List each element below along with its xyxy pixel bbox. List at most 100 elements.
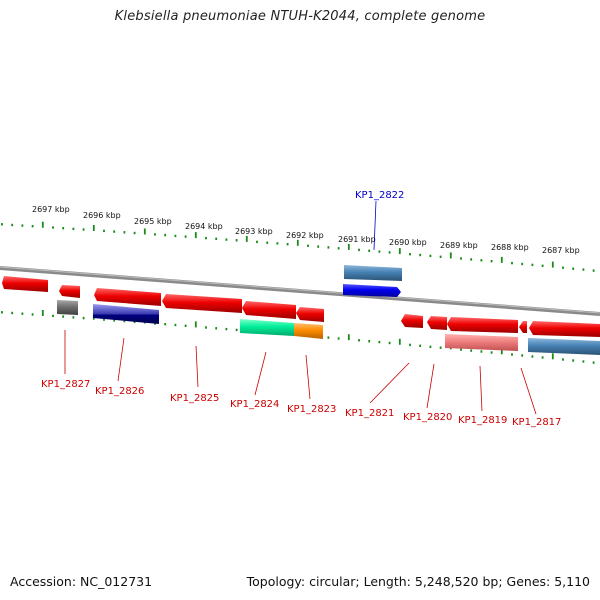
gene-feature[interactable] [2,276,48,292]
ruler-minor-tick [1,223,3,226]
ruler-major-tick [245,235,248,242]
gene-feature-steelblue[interactable] [344,265,402,281]
ruler-label: 2687 kbp [542,246,580,255]
ruler-minor-tick [409,343,411,347]
ruler-minor-tick [276,242,279,245]
gene-label-kp1-2826[interactable]: KP1_2826 [95,386,144,397]
ruler-minor-tick [521,354,524,357]
topology-label: Topology: circular; Length: 5,248,520 bp… [246,574,590,589]
ruler-minor-tick [439,346,442,349]
ruler-minor-tick [72,316,75,319]
ruler-minor-tick [470,349,473,352]
gene-label-kp1-2817[interactable]: KP1_2817 [512,417,561,428]
gene-label-kp1-2821[interactable]: KP1_2821 [345,408,394,419]
ruler-label: 2696 kbp [83,211,121,220]
ruler-minor-tick [11,223,14,227]
ruler-minor-tick [531,263,534,267]
gene-feature-kp1-2822[interactable] [343,284,401,297]
gene-label-kp1-2827[interactable]: KP1_2827 [41,379,90,390]
ruler-minor-tick [480,259,483,262]
ruler-minor-tick [378,250,381,253]
ruler-major-tick [500,256,503,263]
gene-label-kp1-2820[interactable]: KP1_2820 [403,412,452,423]
gene-feature[interactable] [242,301,296,319]
gene-feature[interactable] [427,316,447,330]
ruler-minor-tick [541,264,544,267]
leader-kp1-2823 [305,354,311,400]
ruler-minor-tick [133,320,136,324]
gene-feature-spring[interactable] [240,319,294,336]
ruler-minor-tick [460,257,462,260]
ruler-label: 2693 kbp [235,227,273,236]
genome-backbone [0,266,600,316]
gene-feature-steelblue-2[interactable] [528,338,600,355]
gene-feature[interactable] [296,307,324,322]
ruler-label: 2689 kbp [440,241,478,250]
ruler-minor-tick [31,313,34,316]
gene-label-kp1-2819[interactable]: KP1_2819 [458,415,507,426]
ruler-minor-tick [368,340,371,343]
leader-kp1-2826 [117,337,125,382]
gene-feature[interactable] [162,294,242,313]
gene-label-kp1-2825[interactable]: KP1_2825 [170,393,219,404]
ruler-label: 2688 kbp [491,243,529,252]
gene-feature-gray[interactable] [57,300,78,315]
ruler-minor-tick [419,253,422,257]
ruler-minor-tick [307,244,309,247]
ruler-minor-tick [419,344,422,347]
ruler-minor-tick [572,267,575,270]
leader-kp1-2817 [520,367,537,415]
ruler-minor-tick [562,358,564,361]
ruler-minor-tick [184,324,187,327]
ruler-minor-tick [572,359,575,362]
ruler-minor-tick [531,355,534,358]
ruler-minor-tick [541,356,544,359]
ruler-minor-tick [52,314,54,318]
gene-feature[interactable] [447,317,518,333]
gene-label-kp1-2823[interactable]: KP1_2823 [287,404,336,415]
ruler-top [1,221,595,272]
ruler-minor-tick [317,245,320,248]
ruler-minor-tick [460,348,462,351]
ruler-minor-tick [31,225,34,228]
ruler-minor-tick [82,228,85,231]
ruler-minor-tick [103,229,105,233]
gene-label-kp1-2822[interactable]: KP1_2822 [355,190,404,201]
ruler-minor-tick [266,241,269,244]
ruler-minor-tick [113,230,116,233]
ruler-minor-tick [52,226,54,229]
ruler-minor-tick [235,328,238,332]
genome-backbone-highlight [0,266,600,314]
ruler-label: 2690 kbp [389,238,427,247]
ruler-major-tick [551,261,554,268]
ruler-minor-tick [154,233,156,236]
gene-label-kp1-2824[interactable]: KP1_2824 [230,399,279,410]
gene-feature[interactable] [401,314,423,328]
leader-kp1-2822 [373,200,377,251]
gene-feature[interactable] [519,321,527,333]
ruler-minor-tick [164,233,167,237]
ruler-major-tick [41,310,44,316]
gene-feature[interactable] [94,288,161,306]
gene-feature-orange[interactable] [294,323,323,339]
ruler-minor-tick [582,268,585,271]
ruler-minor-tick [429,254,432,258]
gene-feature-navy[interactable] [93,304,159,324]
ruler-minor-tick [21,224,24,227]
ruler-minor-tick [327,246,330,249]
ruler-minor-tick [225,327,228,331]
ruler-major-tick [92,225,95,231]
ruler-minor-tick [286,243,289,246]
gene-feature-pink[interactable] [445,334,518,351]
ruler-minor-tick [21,312,24,315]
gene-feature[interactable] [529,321,600,337]
ruler-minor-tick [11,311,14,315]
ruler-major-tick [41,221,44,228]
ruler-minor-tick [184,235,187,238]
ruler-major-tick [398,338,401,345]
gene-feature[interactable] [59,285,80,298]
ruler-minor-tick [235,239,238,242]
ruler-label: 2692 kbp [286,231,324,240]
ruler-minor-tick [82,316,85,320]
map-title: Klebsiella pneumoniae NTUH-K2044, comple… [114,9,486,24]
